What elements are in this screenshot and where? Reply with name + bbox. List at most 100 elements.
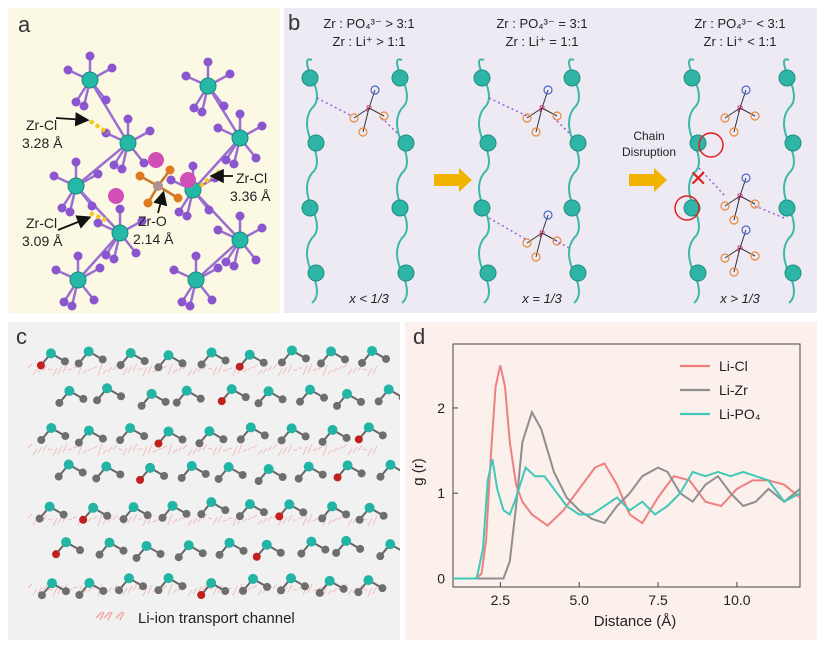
atom xyxy=(136,475,145,484)
li-atom xyxy=(180,172,196,188)
p-atom-label: P xyxy=(737,244,743,254)
x-condition-label: x > 1/3 xyxy=(719,291,760,306)
li-channel-mark xyxy=(217,364,223,374)
zr-atom xyxy=(245,422,256,433)
li-channel-mark xyxy=(237,443,243,455)
li-channel-mark xyxy=(222,449,228,452)
atom xyxy=(235,362,244,371)
li-channel-mark xyxy=(202,363,208,371)
li-channel-mark xyxy=(372,445,378,455)
panel-b: b Zr : PO₄³⁻ > 3:1 Zr : Li⁺ > 1:1 Zr : P… xyxy=(284,8,817,313)
chain-mechanism-diagram: Zr : PO₄³⁻ > 3:1 Zr : Li⁺ > 1:1 Zr : PO₄… xyxy=(301,16,802,306)
li-channel-mark xyxy=(77,444,83,456)
zr-atom xyxy=(181,385,192,396)
li-channel-mark xyxy=(52,517,58,527)
o-atom xyxy=(358,127,368,137)
zr-atom xyxy=(563,69,581,87)
bond xyxy=(195,239,241,281)
bond xyxy=(541,89,549,109)
bond xyxy=(724,247,741,259)
cl-atom xyxy=(160,471,169,480)
li-interaction xyxy=(488,97,528,117)
li-channel-mark xyxy=(337,365,343,371)
bond-label-value: 2.14 Å xyxy=(133,231,174,247)
series-line xyxy=(453,409,801,580)
li-channel-mark xyxy=(262,447,268,454)
atom xyxy=(275,512,284,521)
zr-atom xyxy=(391,69,409,87)
li-channel-mark xyxy=(142,446,148,457)
li-channel-mark xyxy=(332,447,338,453)
li-channel-mark xyxy=(332,367,338,373)
atom xyxy=(36,361,45,370)
zr-atom xyxy=(64,385,75,396)
cl-atom xyxy=(107,63,117,73)
polymer-chain xyxy=(396,58,408,304)
zr-atom xyxy=(244,499,255,510)
atom xyxy=(197,590,206,599)
li-channel-mark xyxy=(107,516,113,523)
o-atom xyxy=(349,113,359,123)
o-atom xyxy=(531,127,541,137)
li-channel-mark xyxy=(272,583,278,590)
li-channel-mark xyxy=(32,588,38,596)
li-channel-mark xyxy=(347,588,353,596)
zr-atom xyxy=(397,264,415,282)
cl-atom xyxy=(166,175,176,185)
li-channel-mark xyxy=(267,515,273,522)
cl-atom xyxy=(301,354,310,363)
ratio-li-label: Zr : Li⁺ < 1:1 xyxy=(704,34,777,49)
li-channel-mark xyxy=(127,515,133,524)
zr-atom xyxy=(341,535,352,546)
li-channel-mark xyxy=(362,368,368,371)
li-channel-mark xyxy=(112,514,118,521)
li-channel-mark xyxy=(307,363,313,374)
o-atom xyxy=(531,252,541,262)
li-channel-mark xyxy=(192,367,198,375)
cl-atom xyxy=(182,211,192,221)
zr-atom xyxy=(83,346,94,357)
legend-label: Li-PO₄ xyxy=(719,406,761,422)
li-channel-mark xyxy=(242,448,248,453)
cl-atom xyxy=(93,169,103,179)
zr-atom xyxy=(45,348,56,359)
li-channel-mark xyxy=(112,444,118,451)
li-channel-mark xyxy=(222,369,228,372)
cl-atom xyxy=(145,126,155,136)
cl-atom xyxy=(109,254,119,264)
li-channel-mark xyxy=(207,367,213,370)
li-channel-mark xyxy=(182,364,188,370)
cl-atom xyxy=(263,582,272,591)
atom xyxy=(214,474,223,483)
li-channel-mark xyxy=(82,369,88,374)
li-channel-mark xyxy=(287,584,293,593)
bond xyxy=(739,177,747,197)
li-channel-mark xyxy=(72,366,78,369)
atom xyxy=(37,435,46,444)
p-atom xyxy=(153,181,163,191)
atom xyxy=(254,399,263,408)
cl-atom xyxy=(71,97,81,107)
li-channel-mark xyxy=(267,365,273,372)
li-channel-mark xyxy=(42,364,48,372)
ratio-li-label: Zr : Li⁺ = 1:1 xyxy=(506,34,579,49)
atom xyxy=(158,513,167,522)
cl-atom xyxy=(229,261,239,271)
li-channel-mark xyxy=(352,586,358,594)
li-channel-mark xyxy=(152,449,158,453)
li-channel-mark xyxy=(172,588,178,594)
polymer-chain xyxy=(478,58,490,304)
li-channel-mark xyxy=(27,443,33,449)
zr-atom xyxy=(186,460,197,471)
cl-atom xyxy=(198,549,207,558)
cl-atom xyxy=(140,357,149,366)
li-channel-mark xyxy=(307,513,313,524)
li-channel-mark xyxy=(72,586,78,589)
cl-atom xyxy=(85,51,95,61)
li-channel-mark xyxy=(212,586,218,596)
cl-atom xyxy=(115,204,125,214)
atom xyxy=(174,553,183,562)
cl-atom xyxy=(61,431,70,440)
li-channel-mark xyxy=(252,514,258,519)
atom xyxy=(93,396,102,405)
